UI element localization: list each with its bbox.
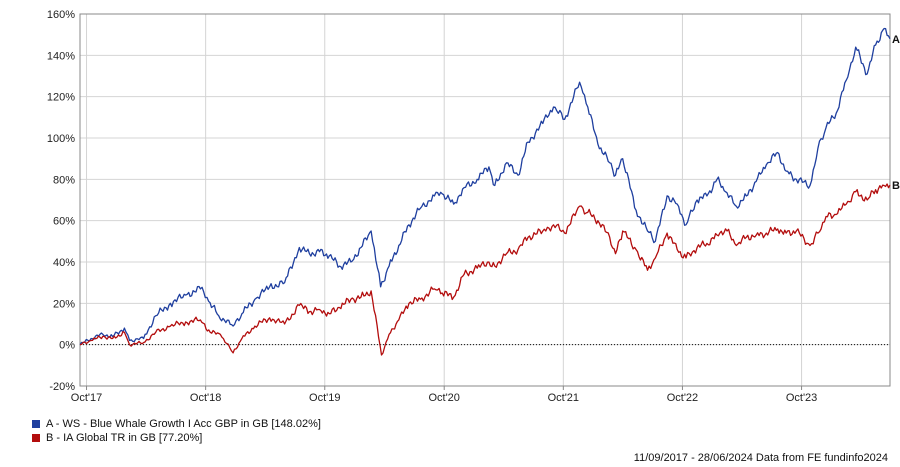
legend: A - WS - Blue Whale Growth I Acc GBP in … [32,417,321,445]
x-tick-label: Oct'20 [428,392,459,404]
x-tick-label: Oct'17 [71,392,102,404]
series-line-b [79,183,891,356]
y-tick-label: 140% [47,50,75,62]
x-tick-label: Oct'21 [548,392,579,404]
series-line-a [79,27,891,346]
plot-frame [79,13,891,387]
series-end-label-a: A [892,34,900,46]
legend-item-a: A - WS - Blue Whale Growth I Acc GBP in … [32,417,321,431]
y-tick-label: 20% [53,298,75,310]
performance-chart: 160% 140% 120% 100% 80% 60% 40% 20% 0% -20%Oct'17… [47,9,900,404]
legend-swatch-b [32,434,40,442]
y-tick-label: 120% [47,92,75,104]
legend-swatch-a [32,420,40,428]
legend-label-a: A - WS - Blue Whale Growth I Acc GBP in … [46,418,321,430]
x-tick-label: Oct'19 [309,392,340,404]
x-tick-label: Oct'23 [786,392,817,404]
y-tick-label: -20% [49,381,75,393]
y-tick-label: 0% [59,340,75,352]
y-tick-label: 60% [53,216,75,228]
y-tick-label: 160% [47,9,75,21]
footer-source: 11/09/2017 - 28/06/2024 Data from FE fun… [633,452,888,464]
legend-item-b: B - IA Global TR in GB [77.20%] [32,431,321,445]
series-end-label-b: B [892,180,900,192]
x-tick-label: Oct'18 [190,392,221,404]
legend-label-b: B - IA Global TR in GB [77.20%] [46,432,203,444]
y-tick-label: 40% [53,257,75,269]
y-tick-label: 100% [47,133,75,145]
x-tick-label: Oct'22 [667,392,698,404]
y-tick-label: 80% [53,174,75,186]
